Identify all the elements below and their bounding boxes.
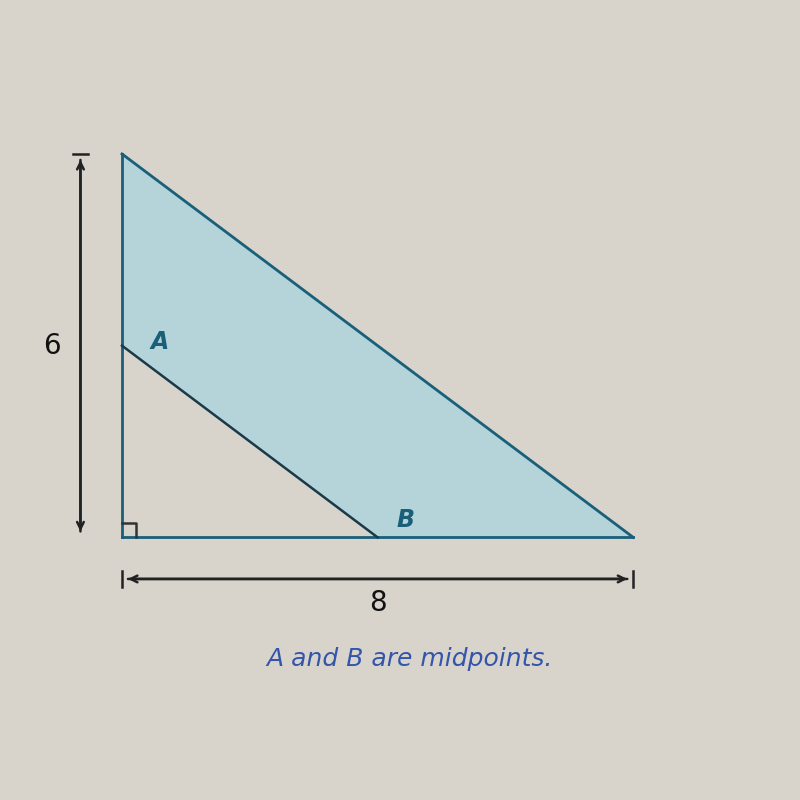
Text: 6: 6 — [43, 332, 61, 360]
Text: 8: 8 — [369, 590, 386, 618]
Text: B: B — [397, 507, 415, 531]
Text: A and B are midpoints.: A and B are midpoints. — [266, 647, 553, 671]
Polygon shape — [122, 154, 634, 538]
Text: A: A — [150, 330, 169, 354]
